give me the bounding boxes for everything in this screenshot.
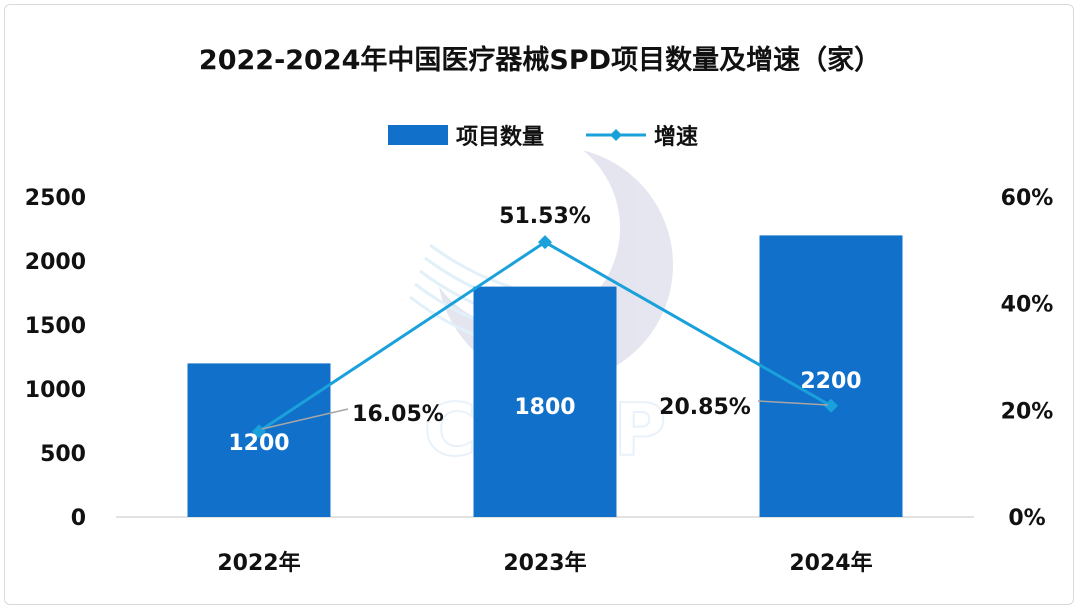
bar [759, 235, 903, 517]
chart-title: 2022-2024年中国医疗器械SPD项目数量及增速（家） [198, 45, 882, 76]
line-data-label: 20.85% [659, 395, 751, 420]
left-tick-label: 1500 [25, 314, 86, 339]
left-tick-label: 500 [40, 442, 86, 467]
left-tick-label: 1000 [25, 378, 86, 403]
bar-data-label: 1800 [514, 395, 575, 420]
legend-bar-label: 项目数量 [456, 124, 544, 150]
line-series: 16.05% 51.53% 20.85% [252, 204, 838, 439]
legend-line-marker [610, 129, 622, 141]
bar [473, 286, 617, 517]
line-marker [538, 235, 552, 250]
leader-line [261, 408, 349, 430]
leader-line [757, 400, 829, 406]
right-tick-label: 0% [1008, 506, 1045, 531]
legend-line-label: 增速 [654, 124, 698, 150]
right-axis-ticks: 0% 20% 40% 60% [1001, 186, 1054, 531]
legend: 项目数量 增速 [388, 124, 698, 150]
left-tick-label: 2000 [25, 250, 86, 275]
x-axis-categories: 2022年 2023年 2024年 [217, 550, 872, 576]
line-marker [252, 424, 266, 439]
legend-bar-swatch [388, 125, 448, 145]
right-tick-label: 40% [1001, 293, 1054, 318]
left-tick-label: 0 [71, 506, 86, 531]
line-marker [824, 398, 838, 413]
left-axis-ticks: 0 500 1000 1500 2000 2500 [25, 186, 86, 531]
category-label: 2022年 [217, 550, 300, 576]
category-label: 2024年 [789, 550, 872, 576]
bar [187, 363, 331, 517]
bar-data-label: 2200 [800, 369, 861, 394]
line-data-label: 51.53% [499, 204, 591, 229]
line-data-label: 16.05% [352, 402, 444, 427]
right-tick-label: 20% [1001, 399, 1054, 424]
left-tick-label: 2500 [25, 186, 86, 211]
right-tick-label: 60% [1001, 186, 1054, 211]
category-label: 2023年 [503, 550, 586, 576]
